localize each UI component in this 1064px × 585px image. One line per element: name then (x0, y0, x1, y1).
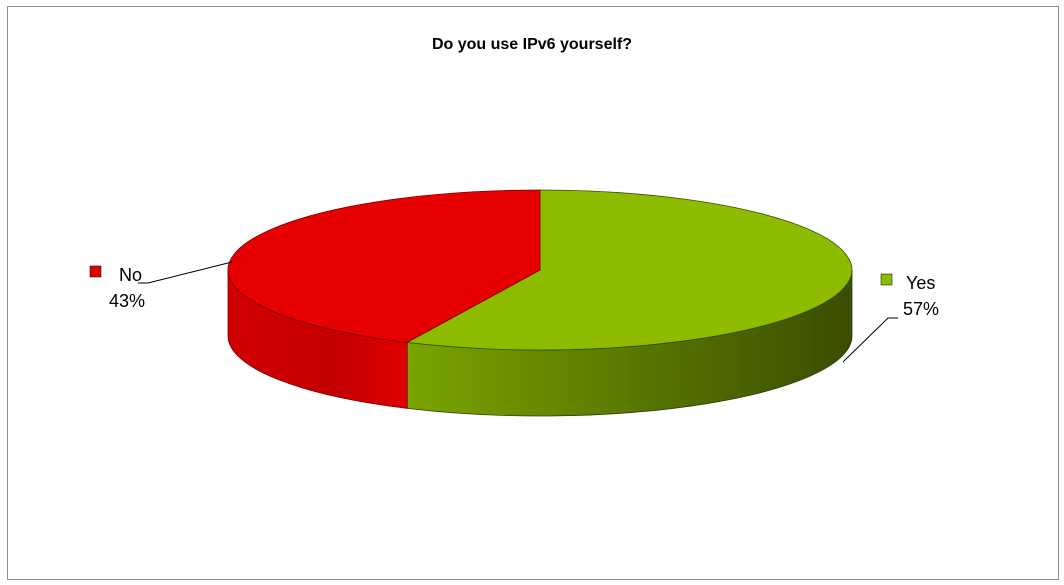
swatch-yes (880, 273, 893, 286)
data-label-yes-name: Yes (906, 273, 935, 293)
pie-slice-no (227, 189, 541, 343)
data-label-no-name: No (119, 265, 142, 285)
leader-line-no (138, 261, 233, 284)
chart-title: Do you use IPv6 yourself? (431, 36, 633, 53)
swatch-no (89, 265, 102, 278)
data-label-no-percent: 43% (109, 291, 145, 311)
leader-line-yes (842, 317, 898, 363)
pie-slice-yes (405, 189, 853, 351)
data-label-yes-percent: 57% (903, 299, 939, 319)
